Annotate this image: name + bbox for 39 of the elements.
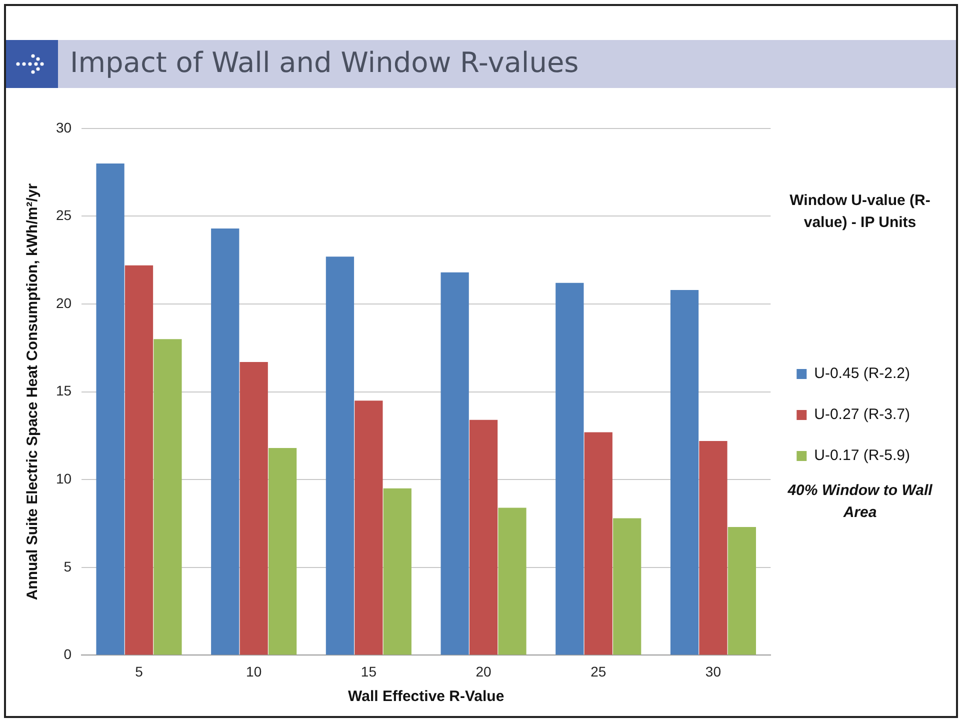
y-tick-label: 25 <box>56 207 72 224</box>
bar <box>469 420 498 655</box>
bar <box>728 527 756 655</box>
chart-title: Impact of Wall and Window R-values <box>70 46 579 79</box>
x-tick-label: 30 <box>705 663 722 680</box>
x-axis-title: Wall Effective R-Value <box>348 688 504 706</box>
bar <box>211 228 240 655</box>
bar <box>96 164 124 655</box>
bar <box>440 272 469 655</box>
y-tick-label: 30 <box>56 119 72 136</box>
bar <box>670 290 699 655</box>
bar <box>699 440 728 655</box>
legend-label: U-0.45 (R-2.2) <box>814 365 910 382</box>
y-tick-label: 0 <box>64 646 72 662</box>
x-tick-label: 15 <box>360 663 377 680</box>
bar <box>326 256 354 655</box>
bar <box>556 282 584 655</box>
bar <box>268 448 297 655</box>
bar <box>584 432 612 655</box>
legend-title: Window U-value (R-value) - IP Units <box>788 191 932 233</box>
x-tick-label: 10 <box>246 663 262 680</box>
bar <box>613 518 642 655</box>
bar <box>498 508 526 655</box>
legend-label: U-0.27 (R-3.7) <box>814 406 910 424</box>
x-tick-label: 25 <box>590 663 606 680</box>
x-tick-label: 5 <box>135 663 144 680</box>
bar <box>383 488 412 655</box>
y-tick-label: 20 <box>56 294 72 311</box>
bar <box>240 362 268 655</box>
legend-label: U-0.17 (R-5.9) <box>814 447 910 464</box>
text: 40% Window to Wall Area <box>786 481 934 523</box>
y-tick-label: 15 <box>56 382 72 399</box>
y-tick-label: 10 <box>56 470 72 486</box>
y-axis-title: Annual Suite Electric Space Heat Consumption, kWh/m²/yr <box>24 183 42 600</box>
y-tick-label: 5 <box>64 558 72 574</box>
x-tick-label: 20 <box>476 663 492 680</box>
bar <box>354 400 383 655</box>
bar <box>154 339 182 655</box>
bar <box>124 265 154 655</box>
